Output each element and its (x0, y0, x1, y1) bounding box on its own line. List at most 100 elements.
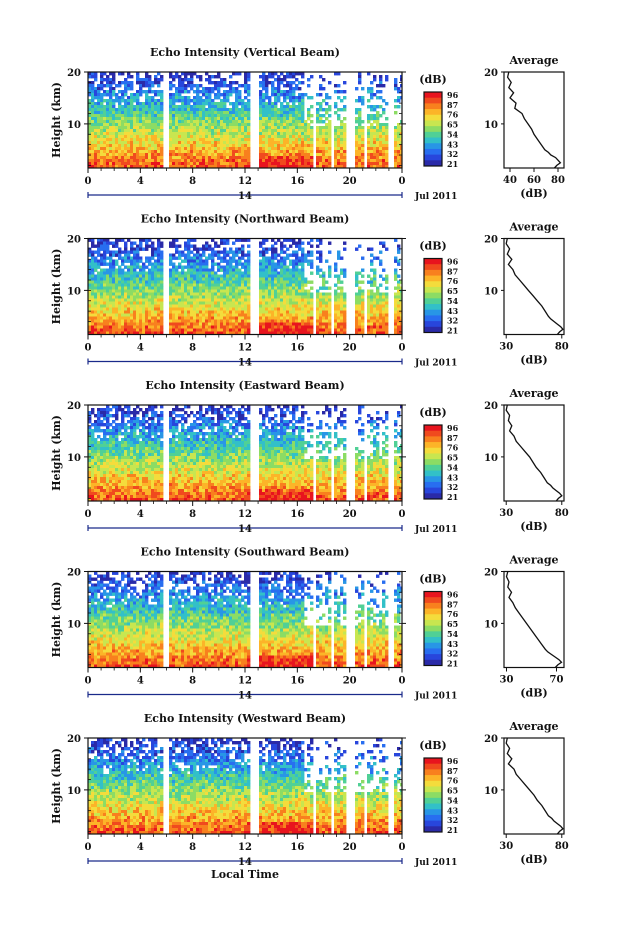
colorbar-swatch (424, 286, 442, 294)
profile-x-tick-label: 30 (499, 342, 513, 353)
colorbar-swatch (424, 425, 442, 432)
x-tick-label: 12 (238, 176, 252, 187)
x-tick-label: 16 (290, 509, 304, 520)
colorbar-swatch (424, 792, 442, 799)
profile-line (505, 737, 564, 835)
y-axis-label: Height (km) (50, 415, 63, 491)
colorbar-tick-label: 32 (447, 649, 458, 659)
colorbar-tick-label: 96 (447, 423, 459, 433)
profile-line (505, 571, 563, 668)
chart-title: Echo Intensity (Southward Beam) (141, 546, 350, 559)
profile-frame (503, 570, 565, 669)
colorbar-tick-label: 87 (447, 266, 458, 276)
colorbar-tick-label: 32 (447, 482, 458, 492)
colorbar-swatch (424, 154, 442, 161)
colorbar-unit: (dB) (419, 73, 446, 86)
colorbar-swatch (424, 430, 442, 437)
profile-title: Average (508, 387, 558, 400)
profile-x-tick-label: 40 (503, 175, 517, 186)
date-label: Jul 2011 (414, 359, 457, 369)
profile-y-tick-label: 20 (484, 401, 498, 412)
x-tick-label: 4 (137, 676, 144, 687)
colorbar-swatch (424, 619, 442, 627)
colorbar-tick-label: 87 (447, 766, 458, 776)
colorbar-swatch (424, 92, 442, 99)
colorbar-tick-label: 21 (447, 159, 458, 169)
colorbar-swatch (424, 126, 442, 133)
colorbar-tick-label: 65 (447, 286, 458, 296)
x-tick-label: 0 (399, 676, 406, 687)
y-axis-label: Height (km) (50, 582, 63, 658)
profile-x-tick-label: 80 (555, 342, 569, 353)
colorbar-swatch (424, 820, 442, 827)
x-tick-label: 0 (85, 509, 92, 520)
colorbar-tick-label: 54 (447, 462, 459, 472)
colorbar-tick-label: 43 (447, 639, 459, 649)
colorbar-swatch (424, 275, 442, 282)
colorbar-swatch (424, 826, 442, 833)
colorbar-tick-label: 21 (447, 326, 458, 336)
colorbar-unit: (dB) (419, 573, 446, 586)
date-label: Jul 2011 (414, 192, 457, 202)
colorbar-swatch (424, 614, 442, 621)
x-tick-label: 20 (343, 176, 357, 187)
x-tick-label: 8 (189, 509, 196, 520)
colorbar-tick-label: 76 (447, 443, 459, 453)
profile-x-tick-label: 70 (550, 675, 564, 686)
colorbar-swatch (424, 109, 442, 116)
colorbar-tick-label: 76 (447, 609, 459, 619)
chart-title: Echo Intensity (Eastward Beam) (145, 379, 344, 392)
colorbar-tick-label: 43 (447, 805, 459, 815)
colorbar-frame (423, 590, 443, 667)
colorbar-swatch (424, 298, 442, 305)
colorbar-swatch (424, 258, 442, 265)
chart-title: Echo Intensity (Westward Beam) (144, 712, 346, 725)
day-label: 14 (238, 358, 252, 369)
x-tick-label: 8 (189, 343, 196, 354)
profile-x-label: (dB) (520, 687, 547, 700)
day-label: 14 (238, 857, 252, 868)
x-tick-label: 0 (85, 676, 92, 687)
profile-title: Average (508, 554, 558, 567)
x-tick-label: 20 (343, 842, 357, 853)
colorbar-swatch (424, 476, 442, 483)
colorbar-swatch (424, 780, 442, 787)
y-tick-label: 10 (67, 453, 81, 464)
x-tick-label: 0 (85, 842, 92, 853)
heatmap (88, 405, 402, 501)
colorbar-tick-label: 76 (447, 110, 459, 120)
profile-x-label: (dB) (520, 520, 547, 533)
colorbar-tick-label: 87 (447, 599, 458, 609)
profile-line (505, 404, 563, 502)
x-tick-label: 0 (85, 176, 92, 187)
colorbar-tick-label: 32 (447, 316, 458, 326)
colorbar-swatch (424, 315, 442, 322)
colorbar-frame (423, 757, 443, 833)
colorbar-tick-label: 87 (447, 100, 458, 110)
colorbar-swatch (424, 120, 442, 127)
panel-2: Echo Intensity (Northward Beam) 20 10 Heigh… (50, 213, 569, 369)
colorbar-tick-label: 87 (447, 433, 458, 443)
x-tick-label: 4 (137, 343, 144, 354)
x-tick-label: 0 (399, 509, 406, 520)
colorbar-tick-label: 54 (447, 629, 459, 639)
colorbar-tick-label: 21 (447, 825, 458, 835)
profile-y-tick-label: 10 (484, 453, 498, 464)
profile-title: Average (508, 221, 558, 234)
profile-frame (503, 404, 565, 502)
panel-5: Echo Intensity (Westward Beam) 20 10 Height… (50, 712, 569, 868)
colorbar-swatch (424, 654, 442, 661)
heatmap (88, 238, 402, 335)
profile-y-tick-label: 20 (484, 568, 498, 579)
colorbar-tick-label: 54 (447, 129, 459, 139)
colorbar-tick-label: 76 (447, 776, 459, 786)
colorbar-unit: (dB) (419, 240, 446, 253)
date-label: Jul 2011 (414, 858, 457, 868)
y-tick-label: 10 (67, 786, 81, 797)
colorbar-tick-label: 21 (447, 659, 458, 669)
profile-frame (503, 737, 565, 835)
colorbar-tick-label: 32 (447, 149, 458, 159)
colorbar-swatch (424, 97, 442, 104)
profile-y-tick-label: 10 (484, 786, 498, 797)
x-tick-label: 8 (189, 676, 196, 687)
